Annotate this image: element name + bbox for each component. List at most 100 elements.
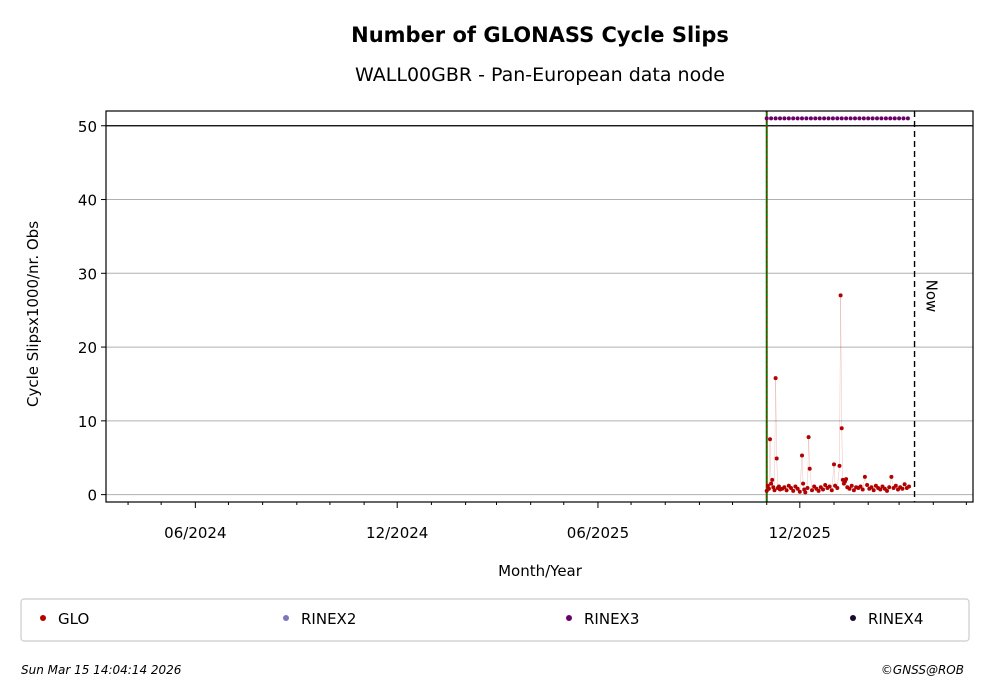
legend-label: RINEX4 [868, 610, 923, 628]
data-point [769, 116, 774, 121]
data-point [784, 488, 789, 493]
legend-frame [20, 598, 970, 642]
y-tick-label: 20 [78, 339, 97, 357]
data-point [857, 116, 862, 121]
data-point [813, 116, 818, 121]
series [764, 116, 911, 495]
footer-timestamp: Sun Mar 15 14:04:14 2026 [21, 663, 182, 677]
data-point [871, 488, 876, 493]
legend-label: GLO [58, 610, 89, 628]
data-point [771, 485, 776, 490]
data-point [885, 488, 889, 493]
data-point [773, 116, 778, 121]
data-point [800, 116, 804, 121]
data-point [770, 477, 775, 482]
data-point [774, 456, 779, 461]
chart-subtitle: WALL00GBR - Pan-European data node [355, 64, 725, 86]
data-point [866, 116, 871, 121]
reference-lines: Now [106, 111, 973, 502]
data-point [844, 116, 849, 121]
data-point [847, 486, 852, 491]
y-axis-label: Cycle Slipsx1000/nr. Obs [24, 221, 42, 407]
data-point [839, 116, 844, 121]
data-point [838, 293, 843, 298]
data-point [800, 453, 804, 458]
data-point [791, 488, 796, 493]
data-point [892, 116, 897, 121]
data-point [853, 116, 857, 121]
data-point [772, 488, 777, 493]
legend-item-glo: GLO [40, 610, 89, 628]
series-glo [764, 293, 911, 495]
data-point [893, 483, 898, 488]
data-point [901, 116, 906, 121]
data-point [821, 487, 825, 492]
data-point [805, 486, 810, 490]
legend-label: RINEX3 [584, 610, 639, 628]
legend-marker [40, 615, 46, 621]
data-point [810, 488, 814, 493]
data-point [806, 435, 811, 440]
legend-marker [850, 615, 856, 621]
data-point [900, 486, 905, 491]
data-point [797, 489, 802, 494]
data-point [869, 485, 874, 490]
data-point [786, 116, 791, 121]
legend-item-rinex4: RINEX4 [850, 610, 923, 628]
data-point [905, 116, 910, 121]
data-point [889, 474, 894, 479]
data-point [879, 116, 884, 121]
x-tick-label: 12/2024 [366, 524, 428, 542]
axes: 0 10 20 30 40 50 06/2024 12/2024 06/2025 12/2025 [78, 118, 967, 542]
data-point [766, 486, 771, 491]
data-point [789, 486, 793, 490]
data-point [862, 474, 867, 479]
data-point [773, 376, 778, 381]
data-point [769, 481, 774, 486]
data-point [837, 463, 842, 468]
data-point [878, 487, 883, 492]
data-point [849, 483, 854, 488]
legend: GLO RINEX2 RINEX3 RINEX4 [20, 598, 970, 642]
data-point [897, 116, 902, 121]
data-point [830, 116, 835, 121]
data-point [907, 484, 911, 489]
series-rinex3 [764, 116, 910, 121]
data-point [782, 116, 787, 121]
x-tick-label: 06/2025 [567, 524, 629, 542]
data-point [865, 483, 870, 487]
y-tick-label: 10 [78, 413, 97, 431]
x-axis-label: Month/Year [498, 562, 583, 580]
data-point [804, 116, 809, 121]
footer-credit: ©GNSS@ROB [881, 663, 964, 677]
data-point [764, 116, 769, 121]
data-point [826, 116, 831, 121]
data-point [848, 116, 853, 121]
data-point [782, 485, 787, 490]
data-point [801, 481, 806, 486]
y-tick-label: 50 [78, 118, 97, 136]
data-point [817, 116, 822, 121]
y-tick-label: 30 [78, 265, 97, 283]
data-point [902, 482, 907, 487]
data-point [835, 116, 840, 121]
data-point [776, 484, 781, 489]
legend-item-rinex2: RINEX2 [283, 610, 356, 628]
data-point [883, 116, 888, 121]
data-point [839, 426, 844, 431]
data-point [768, 437, 772, 442]
data-point [816, 488, 821, 493]
series-line [766, 295, 910, 494]
chart-title: Number of GLONASS Cycle Slips [351, 23, 729, 47]
data-point [823, 483, 828, 487]
legend-item-rinex3: RINEX3 [566, 610, 639, 628]
data-point [807, 466, 812, 471]
data-point [803, 490, 808, 495]
data-point [860, 487, 865, 492]
x-tick-label: 12/2025 [769, 524, 831, 542]
data-point [778, 116, 782, 121]
data-point [791, 116, 796, 121]
plot-frame [105, 110, 974, 503]
data-point [795, 116, 800, 121]
